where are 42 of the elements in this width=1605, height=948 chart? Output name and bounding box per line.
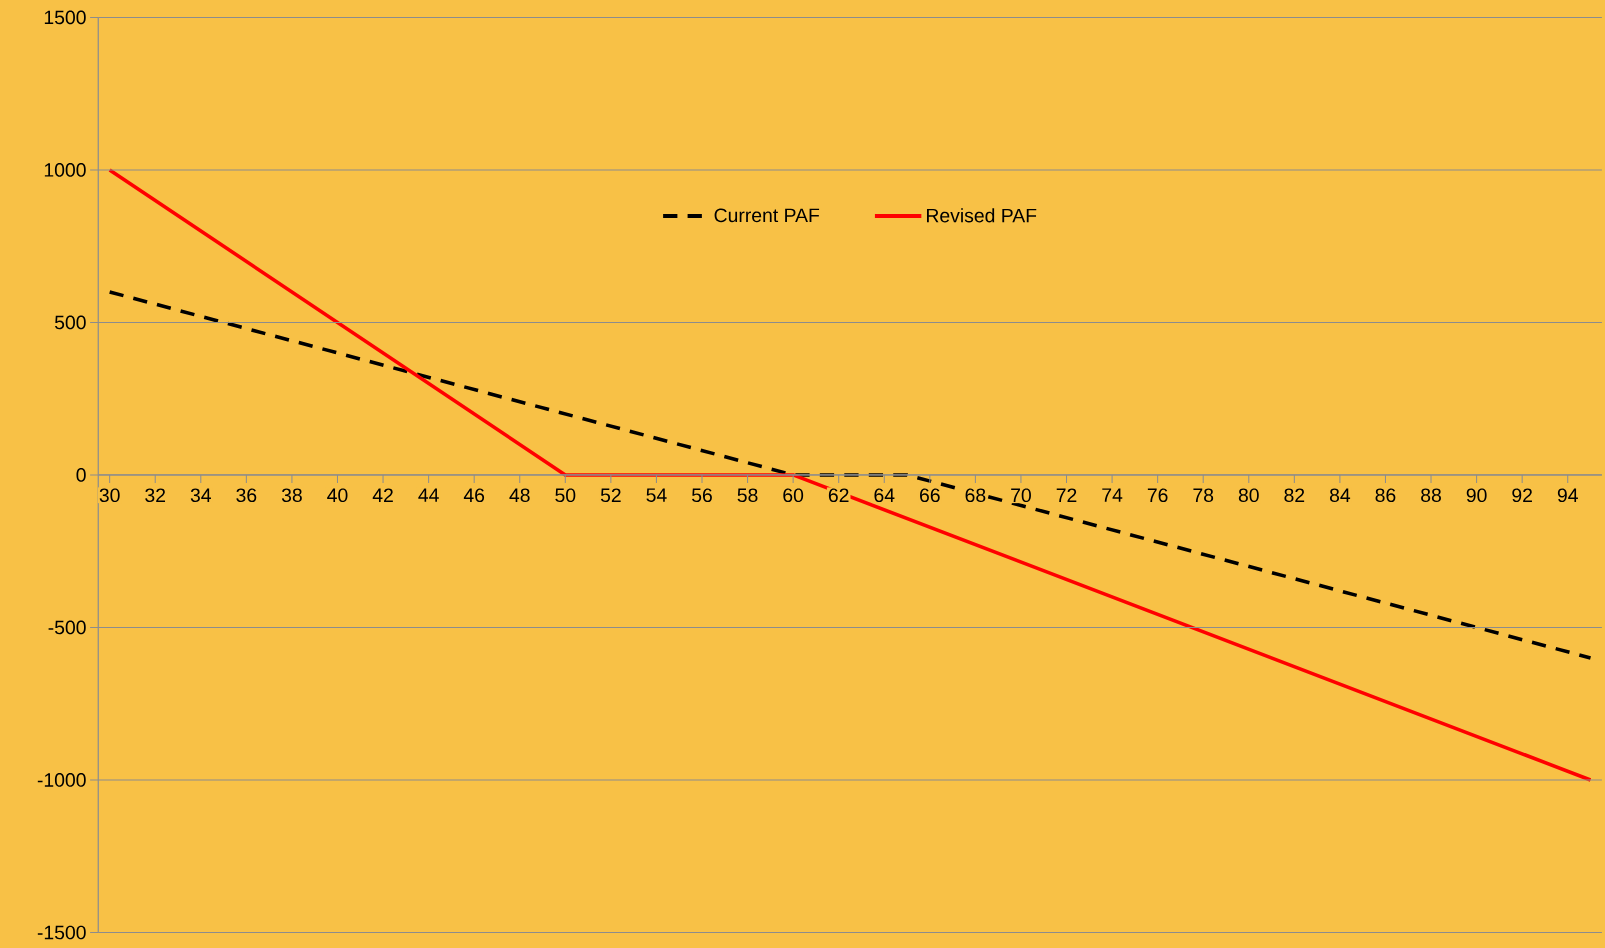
x-tick-label: 68 <box>965 488 986 503</box>
x-tick-label: 64 <box>874 488 895 503</box>
x-tick-label: 60 <box>783 488 804 503</box>
x-tick-label: 80 <box>1238 488 1259 503</box>
x-tick-label: 74 <box>1102 488 1123 502</box>
x-tick-label: 42 <box>372 488 393 503</box>
y-tick-label: 1000 <box>44 163 86 177</box>
legend-label: Revised PAF <box>927 208 1037 223</box>
x-tick-label: 90 <box>1466 488 1487 503</box>
x-tick-label: 88 <box>1421 488 1441 503</box>
x-tick-label: 76 <box>1147 488 1168 503</box>
x-tick-label: 50 <box>555 488 576 503</box>
x-tick-label: 72 <box>1056 488 1077 503</box>
x-tick-label: 92 <box>1512 488 1532 503</box>
y-tick-label: 1500 <box>44 10 86 25</box>
x-tick-label: 86 <box>1375 488 1396 503</box>
x-tick-label: 44 <box>418 488 439 502</box>
x-tick-label: 70 <box>1011 488 1031 503</box>
x-tick-label: 84 <box>1329 488 1351 503</box>
y-tick-label: 500 <box>54 315 86 330</box>
y-tick-label: 0 <box>76 468 86 482</box>
x-tick-label: 66 <box>920 488 940 503</box>
x-tick-label: 40 <box>327 488 348 503</box>
x-tick-label: 54 <box>646 488 667 502</box>
y-tick-label: -1500 <box>37 925 86 940</box>
x-tick-label: 32 <box>145 488 166 503</box>
x-tick-label: 94 <box>1557 488 1578 503</box>
legend-label: Current PAF <box>714 208 820 223</box>
x-tick-label: 36 <box>236 488 257 503</box>
x-tick-label: 58 <box>737 488 758 503</box>
x-tick-label: 78 <box>1193 488 1214 503</box>
x-tick-label: 48 <box>509 488 530 503</box>
x-tick-label: 38 <box>281 488 302 503</box>
x-tick-label: 46 <box>463 488 485 503</box>
x-tick-label: 56 <box>691 488 712 503</box>
x-tick-label: 30 <box>99 488 120 503</box>
y-tick-label: -500 <box>48 620 86 635</box>
x-tick-label: 52 <box>600 488 621 503</box>
x-tick-label: 62 <box>828 488 849 503</box>
x-tick-label: 82 <box>1284 488 1305 503</box>
x-tick-label: 34 <box>190 488 211 503</box>
y-tick-label: -1000 <box>37 773 86 787</box>
